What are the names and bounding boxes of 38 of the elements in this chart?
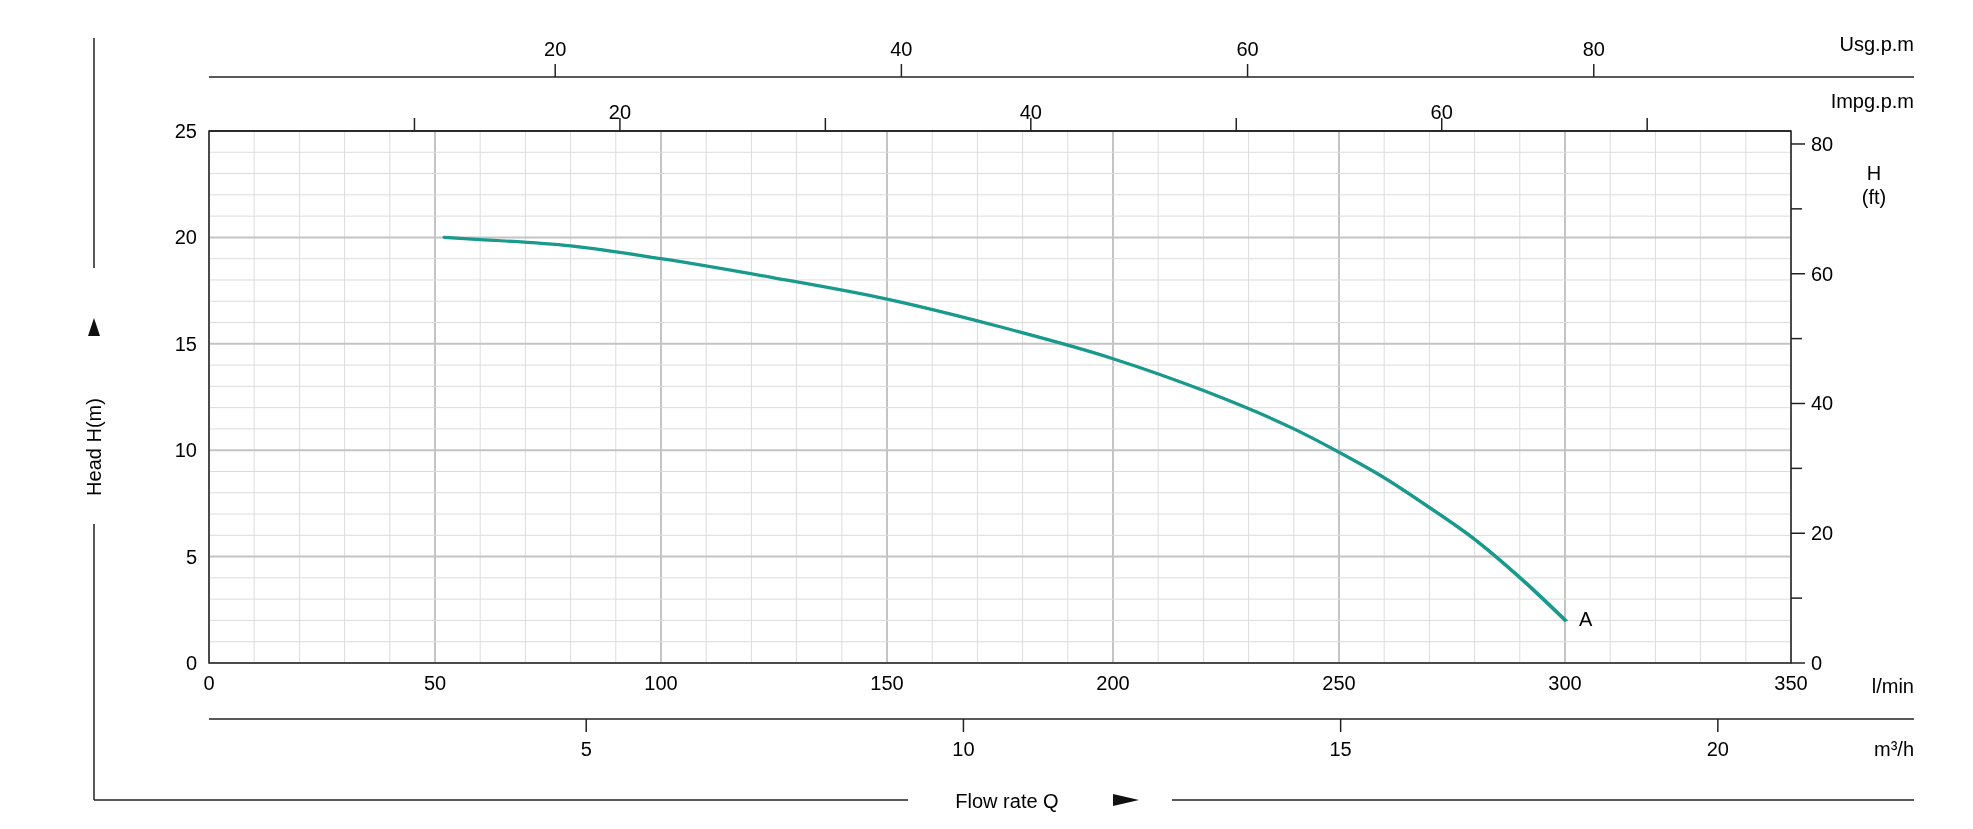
text: Flow rate Q xyxy=(955,790,1059,812)
x-axis-title: m³/h xyxy=(1874,738,1914,760)
x-tick-label: 0 xyxy=(203,672,215,694)
x-tick-label: 20 xyxy=(1706,738,1729,760)
y-tick-label: 5 xyxy=(185,545,197,568)
x-axis-title: l/min xyxy=(1871,675,1914,697)
y2-tick-label: 40 xyxy=(1811,392,1834,415)
x-tick-label: 250 xyxy=(1322,672,1356,694)
x2-tick-label: 60 xyxy=(1430,101,1453,123)
y-tick-label: 25 xyxy=(174,120,197,142)
x-tick-label: 5 xyxy=(580,738,592,760)
x2-tick-label: 20 xyxy=(608,101,632,123)
y2-tick-label: 20 xyxy=(1811,522,1834,545)
y-tick-label: 15 xyxy=(174,332,197,355)
x-tick-label: 15 xyxy=(1329,738,1352,760)
x-tick-label: 100 xyxy=(644,672,678,694)
y2-tick-label: 0 xyxy=(1811,652,1823,674)
x2-axis-title: Usg.p.m xyxy=(1839,33,1914,55)
x-tick-label: 10 xyxy=(952,738,975,760)
y-tick-label: 10 xyxy=(174,439,197,462)
x-tick-label: 150 xyxy=(870,672,904,694)
x2-axis-title: Impg.p.m xyxy=(1830,90,1914,112)
y2-axis-title: H (ft) xyxy=(1861,162,1887,208)
x2-tick-label: 40 xyxy=(1019,101,1042,123)
y-tick-label: 0 xyxy=(185,652,197,674)
x2-tick-label: 40 xyxy=(890,38,913,60)
x-tick-label: 350 xyxy=(1774,672,1808,694)
annotation: A xyxy=(1579,608,1593,631)
y-axis-title: Head H(m) xyxy=(83,398,105,496)
y2-tick-label: 60 xyxy=(1811,262,1834,285)
x2-tick-label: 20 xyxy=(544,38,567,60)
x-tick-label: 200 xyxy=(1096,672,1130,694)
x2-tick-label: 80 xyxy=(1582,38,1605,60)
x-tick-label: 50 xyxy=(423,672,447,694)
y2-tick-label: 80 xyxy=(1811,132,1834,155)
x-tick-label: 300 xyxy=(1548,672,1582,694)
y-tick-label: 20 xyxy=(174,226,197,249)
x2-tick-label: 60 xyxy=(1236,38,1259,60)
